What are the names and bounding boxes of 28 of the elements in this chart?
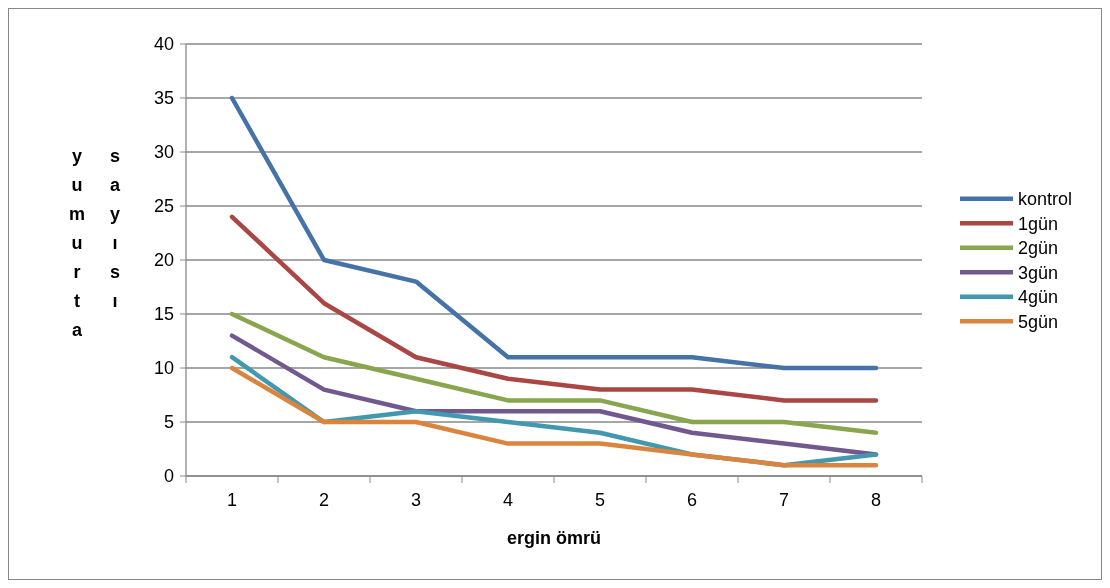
legend-label: 2gün: [1018, 238, 1059, 259]
legend-label: kontrol: [1018, 189, 1073, 210]
x-axis-title: ergin ömrü: [506, 528, 602, 548]
legend-label: 3gün: [1018, 262, 1059, 283]
y-tick-label: 40: [153, 34, 174, 55]
x-tick-label: 4: [502, 490, 514, 510]
x-tick-label: 7: [778, 490, 790, 510]
y-tick-label: 15: [153, 304, 174, 325]
x-tick-label: 6: [686, 490, 698, 510]
x-tick-label: 2: [318, 490, 330, 510]
y-tick-label: 0: [163, 466, 174, 487]
y-tick-label: 20: [153, 250, 174, 271]
y-tick-label: 35: [153, 88, 174, 109]
legend-label: 4gün: [1018, 287, 1059, 308]
x-tick-label: 1: [226, 490, 238, 510]
line-series: [229, 95, 879, 371]
x-tick-label: 3: [410, 490, 422, 510]
y-tick-label: 30: [153, 142, 174, 163]
line-series: [229, 311, 879, 436]
x-tick-label: 5: [594, 490, 606, 510]
legend-label: 1gün: [1018, 213, 1059, 234]
y-tick-label: 25: [153, 196, 174, 217]
x-tick-label: 8: [870, 490, 882, 510]
line-series: [229, 214, 879, 403]
y-tick-label: 10: [153, 358, 174, 379]
legend-label: 5gün: [1018, 311, 1059, 332]
y-tick-label: 5: [163, 412, 174, 433]
y-axis-title: yumurta sayısı: [66, 146, 126, 349]
